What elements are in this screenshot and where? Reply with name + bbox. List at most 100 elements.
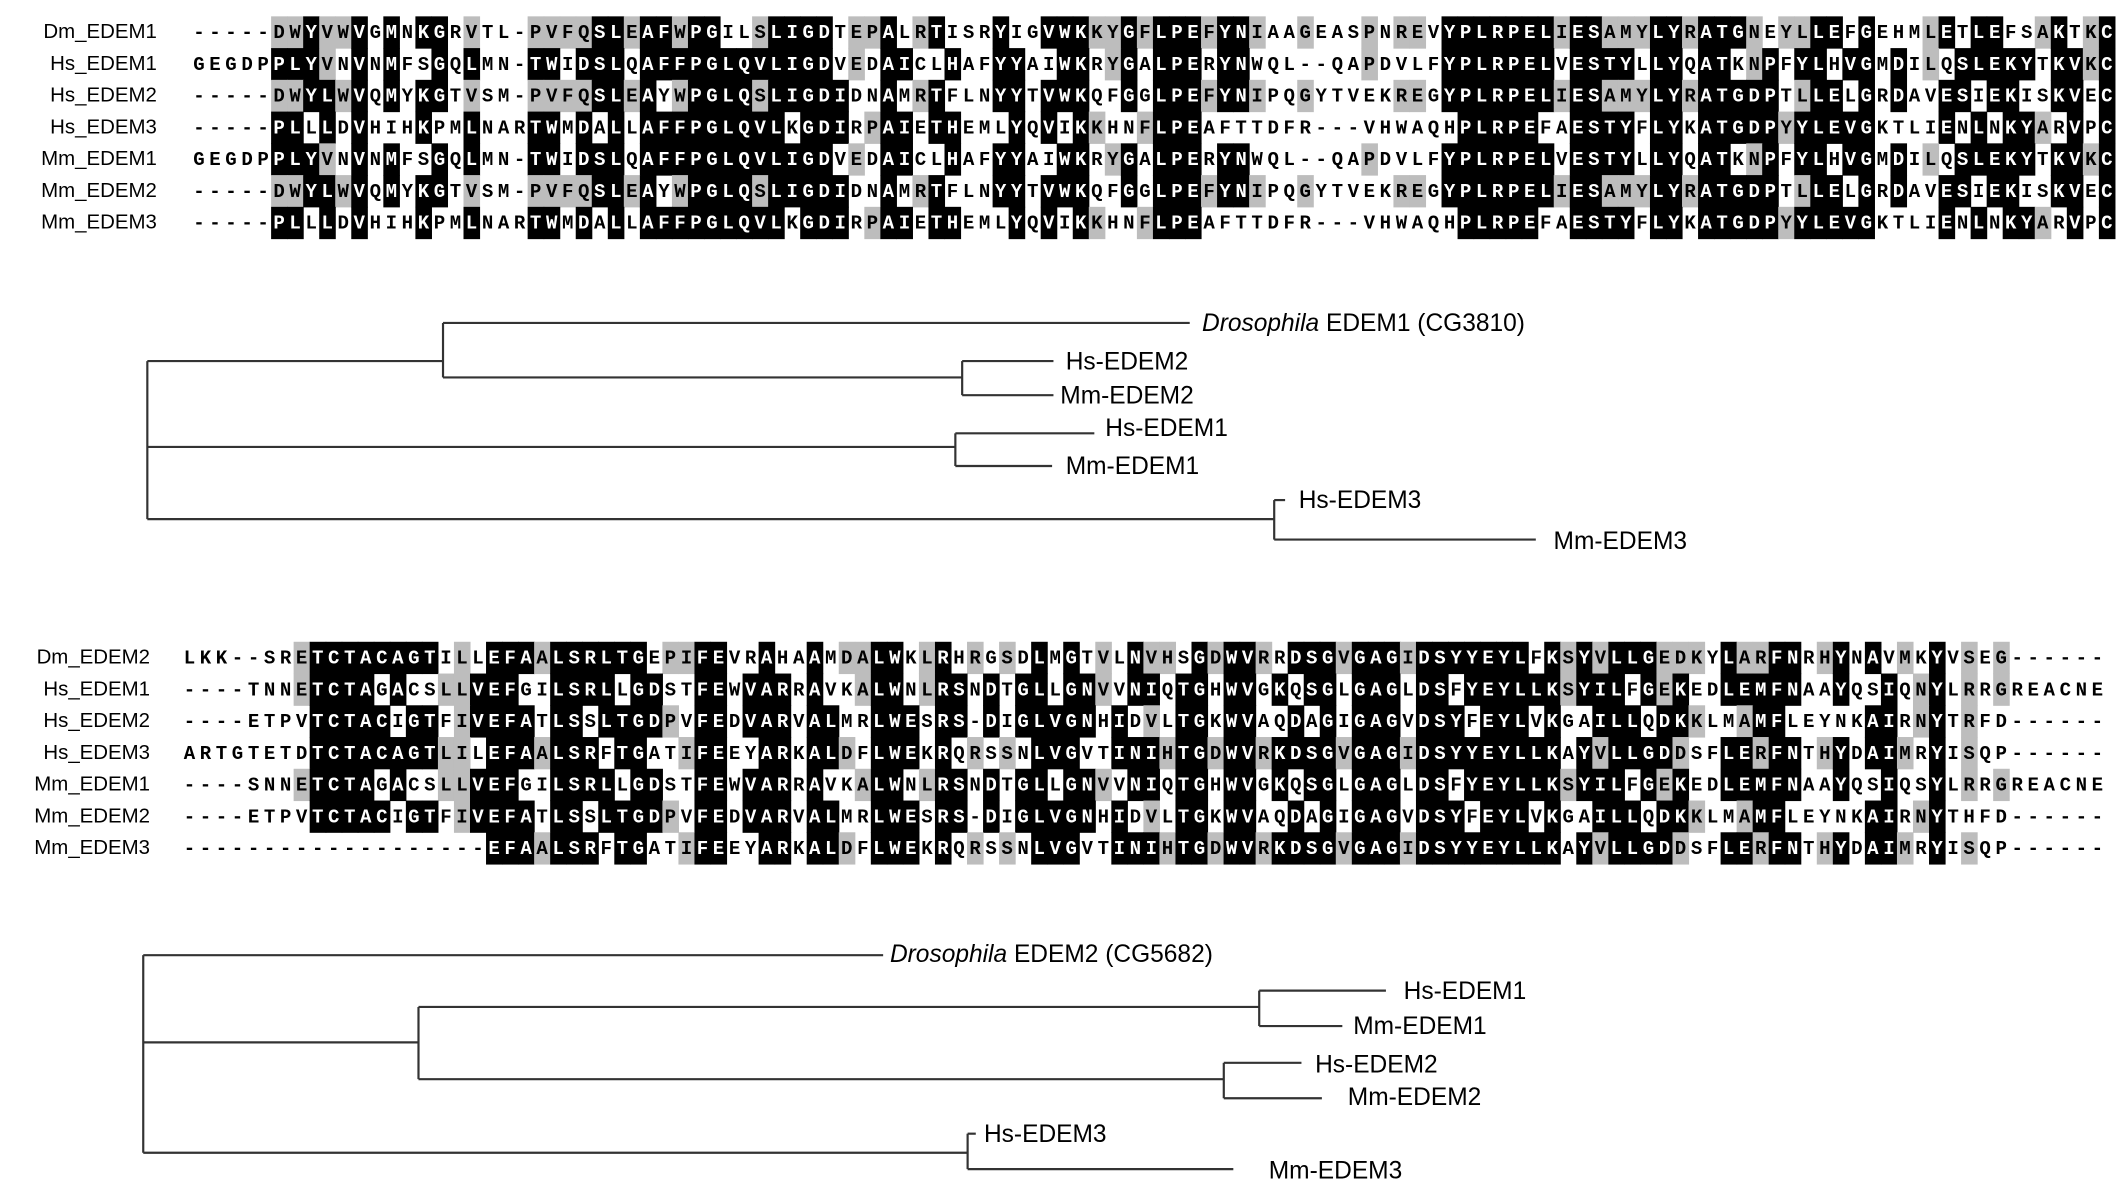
residue: M [386, 54, 397, 76]
residue: F [562, 181, 573, 203]
residue-shade [575, 16, 593, 49]
residue-shade [880, 143, 897, 176]
residue-shade [1319, 737, 1337, 770]
residue: G [1194, 838, 1205, 860]
residue-shade [992, 175, 1010, 208]
residue: G [1386, 711, 1397, 733]
residue-shade [896, 143, 913, 176]
residue-shade [896, 111, 913, 144]
residue: L [1155, 117, 1166, 139]
residue: P [867, 117, 878, 139]
residue: E [1572, 54, 1583, 76]
residue: K [1075, 86, 1087, 108]
residue: L [1155, 54, 1166, 76]
residue: I [1947, 743, 1958, 765]
residue-shade [1601, 16, 1619, 49]
residue: A [809, 775, 821, 797]
residue-shade [1431, 832, 1449, 865]
residue: L [552, 679, 563, 701]
residue: D [1418, 775, 1429, 797]
residue-shade [2002, 175, 2020, 208]
residue: I [835, 86, 846, 108]
residue-shade [1168, 48, 1186, 81]
residue-shade [1457, 175, 1475, 208]
residue: G [225, 149, 236, 171]
residue: V [825, 775, 837, 797]
residue: Y [1835, 743, 1847, 765]
residue: V [1242, 648, 1254, 670]
residue: N [1748, 149, 1759, 171]
residue-shade [1720, 737, 1738, 770]
residue-shade [2002, 48, 2020, 81]
residue-shade [950, 673, 968, 706]
residue-shade [1608, 673, 1625, 706]
residue: M [841, 711, 852, 733]
residue-shade [1698, 175, 1715, 208]
residue-shade [1521, 111, 1539, 144]
residue-shade [1319, 768, 1337, 802]
residue-shade [1489, 111, 1507, 144]
residue: P [273, 54, 284, 76]
residue: R [1684, 86, 1696, 108]
residue: L [1114, 648, 1125, 670]
residue-shade [1560, 768, 1577, 802]
residue: A [642, 117, 654, 139]
residue: G [1066, 838, 1077, 860]
residue-shade [1640, 737, 1658, 770]
residue: Q [1162, 775, 1173, 797]
residue: P [257, 149, 268, 171]
residue: A [1739, 648, 1751, 670]
residue: D [1659, 838, 1670, 860]
residue: F [1771, 838, 1782, 860]
residue: V [754, 54, 766, 76]
residue: A [1412, 213, 1424, 235]
residue: N [1082, 711, 1093, 733]
residue: W [1226, 775, 1238, 797]
residue: S [1434, 743, 1445, 765]
residue: I [1114, 743, 1125, 765]
residue: T [312, 775, 323, 797]
residue: L [1530, 679, 1541, 701]
residue-shade [870, 832, 888, 865]
residue: P [280, 711, 291, 733]
residue: I [562, 54, 573, 76]
residue-shade [575, 175, 593, 208]
residue: H [1098, 711, 1109, 733]
residue: L [1162, 711, 1173, 733]
residue: A [883, 149, 895, 171]
residue: - [1300, 54, 1311, 76]
residue: L [1845, 86, 1856, 108]
residue: G [1139, 181, 1150, 203]
residue-shade [1938, 79, 1956, 113]
residue: - [456, 838, 467, 860]
residue-shade [838, 641, 856, 675]
residue-shade [453, 705, 471, 738]
residue: W [1226, 838, 1238, 860]
residue-shade [1720, 641, 1738, 675]
residue: T [1027, 86, 1038, 108]
residue: N [402, 22, 413, 44]
residue: L [610, 22, 621, 44]
residue: T [1716, 181, 1727, 203]
tree-leaf: Mm-EDEM2 [1348, 1084, 1481, 1111]
residue: Y [1498, 775, 1510, 797]
residue: A [1563, 838, 1575, 860]
residue: A [1867, 838, 1879, 860]
residue: T [344, 711, 355, 733]
residue: T [1178, 743, 1189, 765]
residue-shade [1361, 143, 1378, 176]
residue: N [280, 775, 291, 797]
residue: A [1348, 149, 1360, 171]
residue-shade [1047, 705, 1064, 738]
residue-shade [1537, 16, 1555, 49]
residue: H [1893, 22, 1904, 44]
residue: F [1771, 679, 1782, 701]
residue: L [1611, 679, 1622, 701]
residue: M [979, 213, 990, 235]
residue: G [1300, 86, 1311, 108]
residue: E [209, 149, 220, 171]
residue-shade [335, 79, 352, 113]
residue: V [1242, 838, 1254, 860]
residue: D [578, 149, 589, 171]
